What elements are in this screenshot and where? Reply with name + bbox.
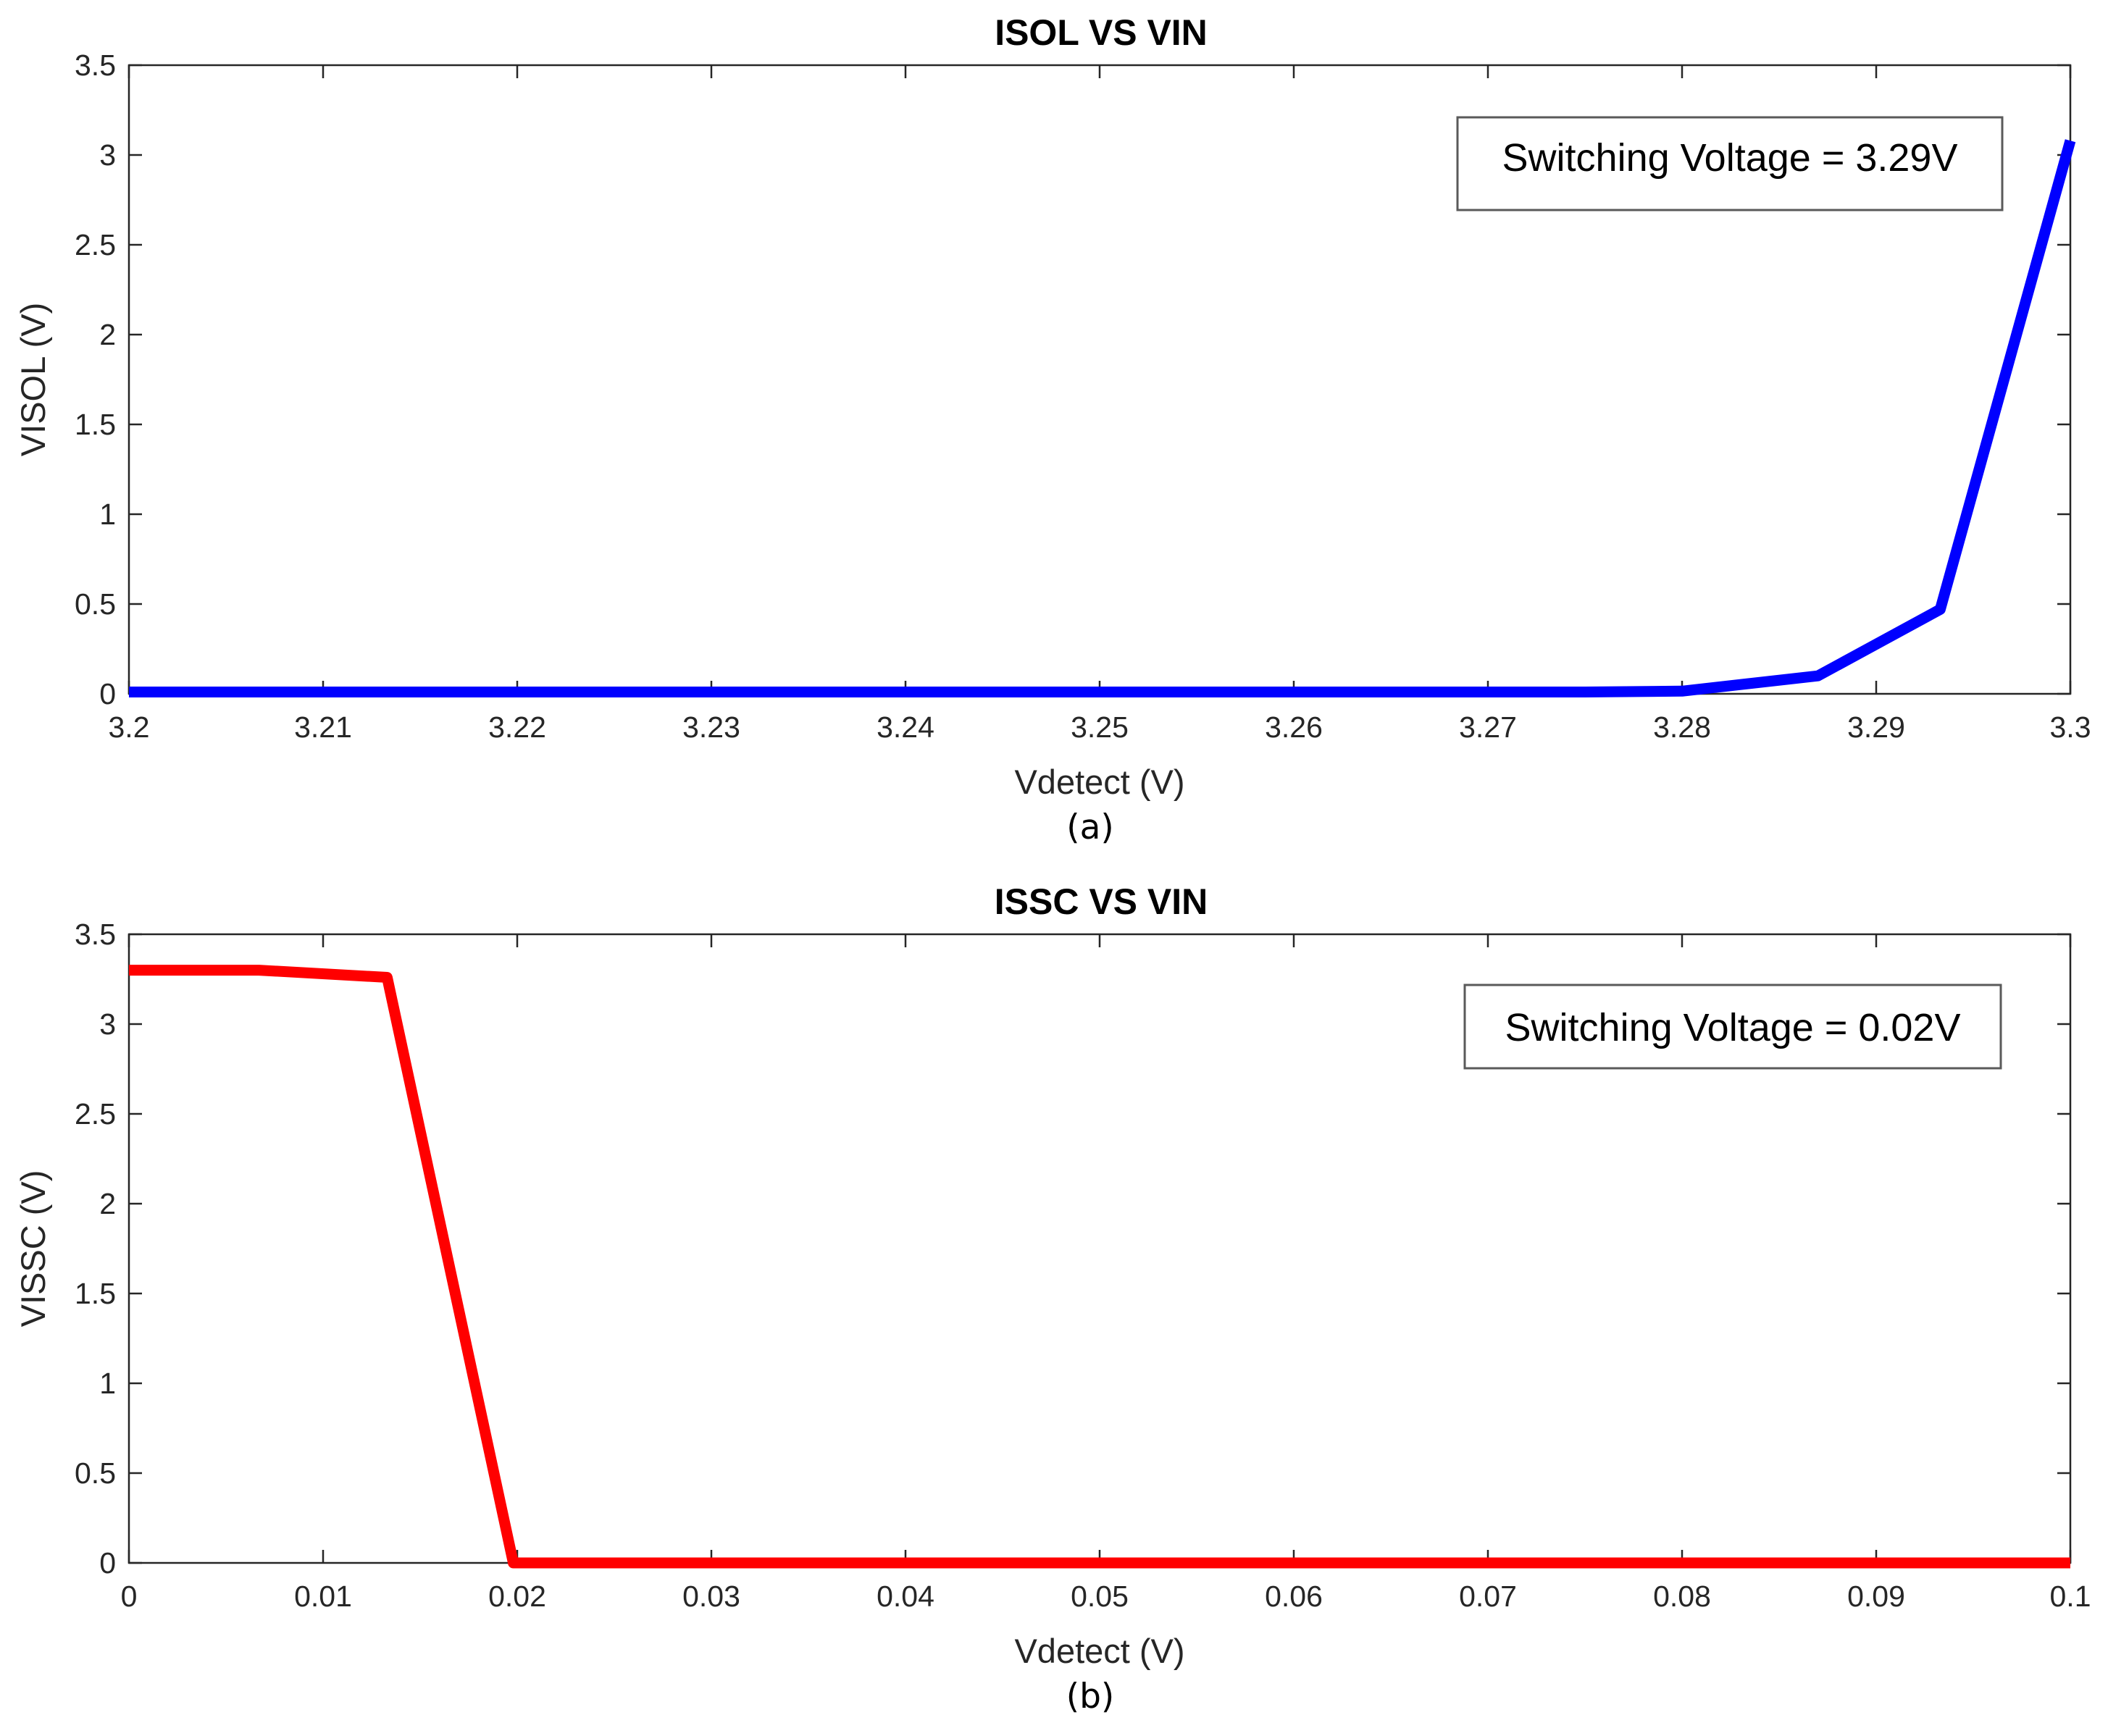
chart-panel-a: ISOL VS VIN 3.2 3.21 3.22 3.23 3.24 3.25 3.26 3… (14, 12, 2091, 847)
x-tick-label: 0 (121, 1580, 138, 1613)
data-line-b (129, 965, 2070, 1569)
y-tick-label: 1.5 (75, 408, 116, 441)
x-tick-label: 0.08 (1653, 1580, 1711, 1613)
x-tick-label: 3.27 (1459, 710, 1517, 744)
y-tick-label: 3.5 (75, 49, 116, 82)
y-tick-label: 2.5 (75, 228, 116, 261)
x-tick-label: 3.2 (109, 710, 150, 744)
y-tick-label: 0 (99, 677, 116, 710)
annotation-box-a (1456, 116, 2004, 211)
x-tick-label: 0.07 (1459, 1580, 1517, 1613)
y-tick-label: 0.5 (75, 1456, 116, 1490)
x-axis-label-a: Vdetect (V) (1014, 763, 1184, 801)
x-tick-label: 3.29 (1847, 710, 1905, 744)
y-tick-label: 2 (99, 318, 116, 351)
chart-panel-b: ISSC VS VIN 0 0.01 0.02 0.03 0.04 0.05 0.06 0.0… (14, 881, 2091, 1716)
y-tick-label: 1 (99, 498, 116, 531)
x-tick-label: 0.1 (2050, 1580, 2091, 1613)
x-tick-label: 3.21 (294, 710, 352, 744)
axis-ticks-a: 3.2 3.21 3.22 3.23 3.24 3.25 3.26 3.27 3.28 3.29 3… (75, 49, 2091, 744)
axis-ticks-b: 0 0.01 0.02 0.03 0.04 0.05 0.06 0.07 0.08 0.09 0.1… (75, 918, 2091, 1613)
x-tick-label: 0.04 (877, 1580, 934, 1613)
x-tick-label: 3.25 (1071, 710, 1129, 744)
y-tick-label: 2.5 (75, 1097, 116, 1131)
x-tick-label: 3.22 (488, 710, 546, 744)
x-tick-label: 0.02 (488, 1580, 546, 1613)
annotation-text-b: Switching Voltage = 0.02V (1505, 1006, 1961, 1049)
chart-title-a: ISOL VS VIN (995, 12, 1208, 53)
y-axis-label-b: VISSC (V) (14, 1170, 52, 1328)
chart-title-b: ISSC VS VIN (995, 881, 1208, 922)
x-tick-label: 0.01 (294, 1580, 352, 1613)
y-tick-label: 0 (99, 1546, 116, 1580)
annotation-box-b (1463, 984, 2002, 1070)
x-tick-label: 3.26 (1265, 710, 1323, 744)
y-tick-label: 3 (99, 1007, 116, 1041)
x-tick-label: 0.06 (1265, 1580, 1323, 1613)
x-tick-label: 3.28 (1653, 710, 1711, 744)
data-line-a (129, 139, 2076, 697)
x-tick-label: 0.09 (1847, 1580, 1905, 1613)
y-tick-label: 2 (99, 1187, 116, 1220)
x-tick-label: 3.3 (2050, 710, 2091, 744)
y-tick-label: 1.5 (75, 1277, 116, 1310)
y-tick-label: 0.5 (75, 587, 116, 621)
x-tick-label: 0.05 (1071, 1580, 1129, 1613)
x-tick-label: 3.23 (682, 710, 740, 744)
subcaption-a: (a) (1066, 808, 1113, 847)
x-tick-label: 3.24 (877, 710, 934, 744)
y-axis-label-a: VISOL (V) (14, 303, 52, 456)
y-tick-label: 1 (99, 1367, 116, 1400)
annotation-text-a: Switching Voltage = 3.29V (1502, 136, 1958, 180)
y-tick-label: 3.5 (75, 918, 116, 951)
x-tick-label: 0.03 (682, 1580, 740, 1613)
x-axis-label-b: Vdetect (V) (1014, 1632, 1184, 1670)
subcaption-b: (b) (1066, 1677, 1115, 1716)
y-tick-label: 3 (99, 138, 116, 172)
